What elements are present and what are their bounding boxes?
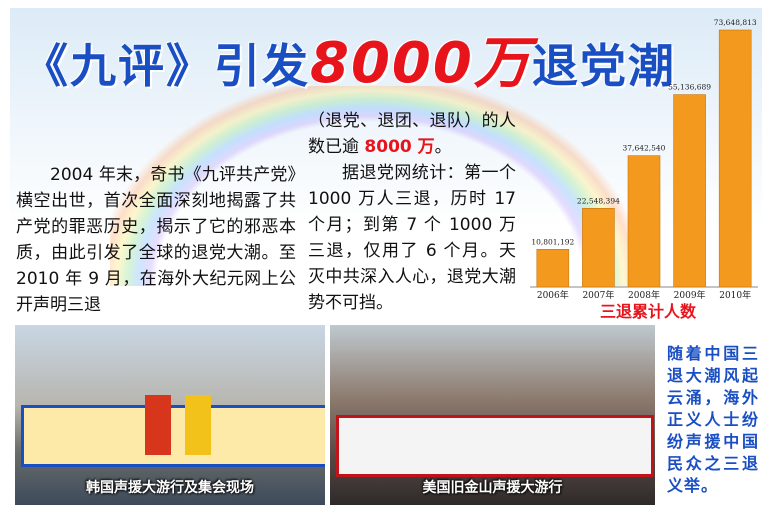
value-label: 10,801,192 bbox=[531, 237, 574, 246]
headline-part: 退党潮 bbox=[531, 39, 676, 93]
photo: 美国旧金山声援大游行 bbox=[330, 325, 655, 505]
x-tick-label: 2007年 bbox=[582, 289, 614, 301]
paragraph: （退党、退团、退队）的人数已逾 8000 万。 bbox=[308, 108, 516, 160]
value-label: 73,648,813 bbox=[714, 18, 757, 27]
bar-chart: 10,801,192 2006年 22,548,394 2007年 37,642,540… bbox=[530, 18, 758, 301]
sidebar-text: 随着中国三退大潮风起云涌，海外正义人士纷纷声援中国民众之三退义举。 bbox=[667, 344, 759, 495]
bar bbox=[673, 94, 706, 288]
highlight: 8000 万 bbox=[364, 137, 435, 157]
article-column: （退党、退团、退队）的人数已逾 8000 万。 据退党网统计：第一个 1000 … bbox=[308, 108, 516, 316]
bar bbox=[536, 249, 570, 288]
headline: 《九评》引发8000万退党潮 bbox=[22, 18, 676, 99]
banner bbox=[336, 415, 654, 477]
x-tick-label: 2009年 bbox=[674, 289, 706, 301]
photo: 韩国声援大游行及集会现场 bbox=[15, 325, 325, 505]
bar bbox=[627, 155, 661, 288]
flag bbox=[185, 395, 211, 455]
x-tick-label: 2008年 bbox=[628, 289, 660, 301]
value-label: 37,642,540 bbox=[623, 144, 666, 153]
x-tick-label: 2010年 bbox=[719, 289, 751, 301]
headline-part: 《九评》引发 bbox=[22, 39, 310, 93]
photo-caption: 韩国声援大游行及集会现场 bbox=[86, 480, 254, 496]
article-column: 2004 年末，奇书《九评共产党》横空出世，首次全面深刻地揭露了共产党的罪恶历史… bbox=[16, 165, 296, 315]
text: 。 bbox=[434, 137, 452, 157]
photo-caption: 美国旧金山声援大游行 bbox=[422, 480, 563, 496]
flag bbox=[145, 395, 171, 455]
chart-caption: 三退累计人数 bbox=[600, 302, 697, 321]
bar bbox=[718, 29, 752, 288]
paragraph: 据退党网统计：第一个 1000 万人三退，历时 17 个月；到第 7 个 100… bbox=[308, 163, 516, 313]
text: （退党、退团、退队）的人数已逾 bbox=[308, 111, 516, 157]
bar bbox=[582, 208, 615, 288]
banner bbox=[21, 405, 325, 467]
value-label: 22,548,394 bbox=[577, 196, 620, 205]
headline-number: 8000万 bbox=[310, 31, 532, 96]
value-label: 55,136,689 bbox=[668, 83, 711, 92]
x-tick-label: 2006年 bbox=[537, 289, 569, 301]
